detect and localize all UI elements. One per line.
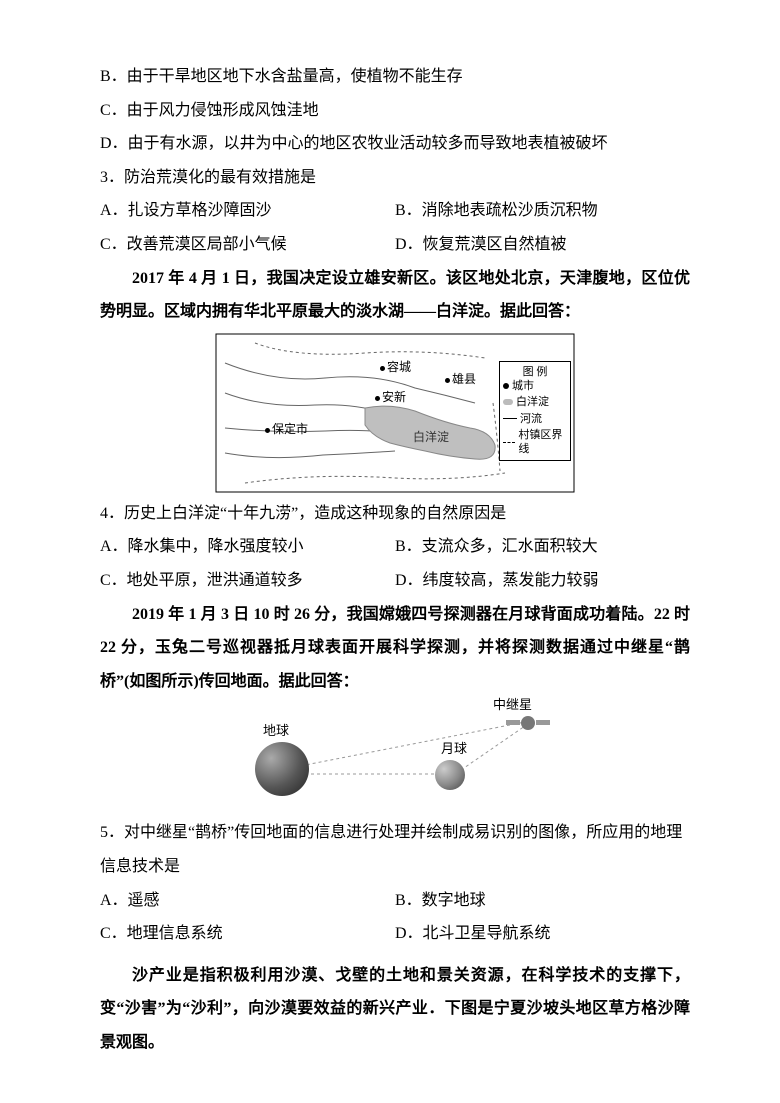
q4-a: A．降水集中，降水强度较小	[100, 530, 395, 564]
q4-row1: A．降水集中，降水强度较小 B．支流众多，汇水面积较大	[100, 530, 690, 564]
option-d: D．由于有水源，以井为中心的地区农牧业活动较多而导致地表植被破坏	[100, 127, 690, 161]
q4-stem: 4．历史上白洋淀“十年九涝”，造成这种现象的自然原因是	[100, 497, 690, 531]
legend-city: 城市	[503, 379, 567, 393]
map-city-baoding-label: 保定市	[272, 422, 308, 436]
relay-label: 中继星	[493, 698, 532, 711]
q3-stem: 3．防治荒漠化的最有效措施是	[100, 161, 690, 195]
map-city-anxin-label: 安新	[382, 390, 406, 404]
legend-river-text: 河流	[520, 412, 542, 426]
q5-d: D．北斗卫星导航系统	[395, 917, 690, 951]
q3-b: B．消除地表疏松沙质沉积物	[395, 194, 690, 228]
q4-row2: C．地处平原，泄洪通道较多 D．纬度较高，蒸发能力较弱	[100, 564, 690, 598]
map-figure: 保定市 容城 安新 雄县 白洋淀 图 例 城市 白洋淀 河流 村镇区界线	[100, 333, 690, 493]
q3-a: A．扎设方草格沙障固沙	[100, 194, 395, 228]
map-city-anxin: 安新	[375, 391, 406, 403]
q3-row2: C．改善荒漠区局部小气候 D．恢复荒漠区自然植被	[100, 228, 690, 262]
passage-change: 2019 年 1 月 3 日 10 时 26 分，我国嫦娥四号探测器在月球背面成…	[100, 598, 690, 699]
option-b: B．由于干旱地区地下水含盐量高，使植物不能生存	[100, 60, 690, 94]
map-city-xiongxian-label: 雄县	[452, 372, 476, 386]
option-c: C．由于风力侵蚀形成风蚀洼地	[100, 94, 690, 128]
q5-b: B．数字地球	[395, 884, 690, 918]
spacer	[100, 951, 690, 959]
passage-xiongan: 2017 年 4 月 1 日，我国决定设立雄安新区。该区地处北京，天津腹地，区位…	[100, 262, 690, 329]
q4-b: B．支流众多，汇水面积较大	[395, 530, 690, 564]
legend-city-text: 城市	[512, 379, 534, 393]
q4-d: D．纬度较高，蒸发能力较弱	[395, 564, 690, 598]
q5-row2: C．地理信息系统 D．北斗卫星导航系统	[100, 917, 690, 951]
relay-diagram: 地球 月球 中继星	[225, 702, 565, 812]
q3-d: D．恢复荒漠区自然植被	[395, 228, 690, 262]
legend-title: 图 例	[503, 365, 567, 379]
legend-river: 河流	[503, 412, 567, 426]
q5-a: A．遥感	[100, 884, 395, 918]
map-lake-label: 白洋淀	[413, 431, 449, 443]
legend-boundary: 村镇区界线	[503, 428, 567, 457]
q3-row1: A．扎设方草格沙障固沙 B．消除地表疏松沙质沉积物	[100, 194, 690, 228]
satellite-figure: 地球 月球 中继星	[100, 702, 690, 812]
map-legend: 图 例 城市 白洋淀 河流 村镇区界线	[499, 361, 571, 461]
earth-label: 地球	[263, 724, 289, 737]
q5-c: C．地理信息系统	[100, 917, 395, 951]
q4-c: C．地处平原，泄洪通道较多	[100, 564, 395, 598]
moon-label: 月球	[441, 742, 467, 755]
legend-lake: 白洋淀	[503, 395, 567, 409]
legend-boundary-text: 村镇区界线	[518, 428, 567, 457]
baiyangdian-map: 保定市 容城 安新 雄县 白洋淀 图 例 城市 白洋淀 河流 村镇区界线	[215, 333, 575, 493]
exam-page: B．由于干旱地区地下水含盐量高，使植物不能生存 C．由于风力侵蚀形成风蚀洼地 D…	[0, 0, 780, 1103]
q5-row1: A．遥感 B．数字地球	[100, 884, 690, 918]
map-city-rongcheng-label: 容城	[387, 360, 411, 374]
passage-sand: 沙产业是指积极利用沙漠、戈壁的土地和景关资源，在科学技术的支撑下，变“沙害”为“…	[100, 959, 690, 1060]
map-city-rongcheng: 容城	[380, 361, 411, 373]
q5-stem: 5．对中继星“鹊桥”传回地面的信息进行处理并绘制成易识别的图像，所应用的地理信息…	[100, 816, 690, 883]
legend-lake-text: 白洋淀	[516, 395, 549, 409]
map-city-baoding: 保定市	[265, 423, 308, 435]
map-city-xiongxian: 雄县	[445, 373, 476, 385]
q3-c: C．改善荒漠区局部小气候	[100, 228, 395, 262]
earth-icon	[255, 742, 309, 796]
